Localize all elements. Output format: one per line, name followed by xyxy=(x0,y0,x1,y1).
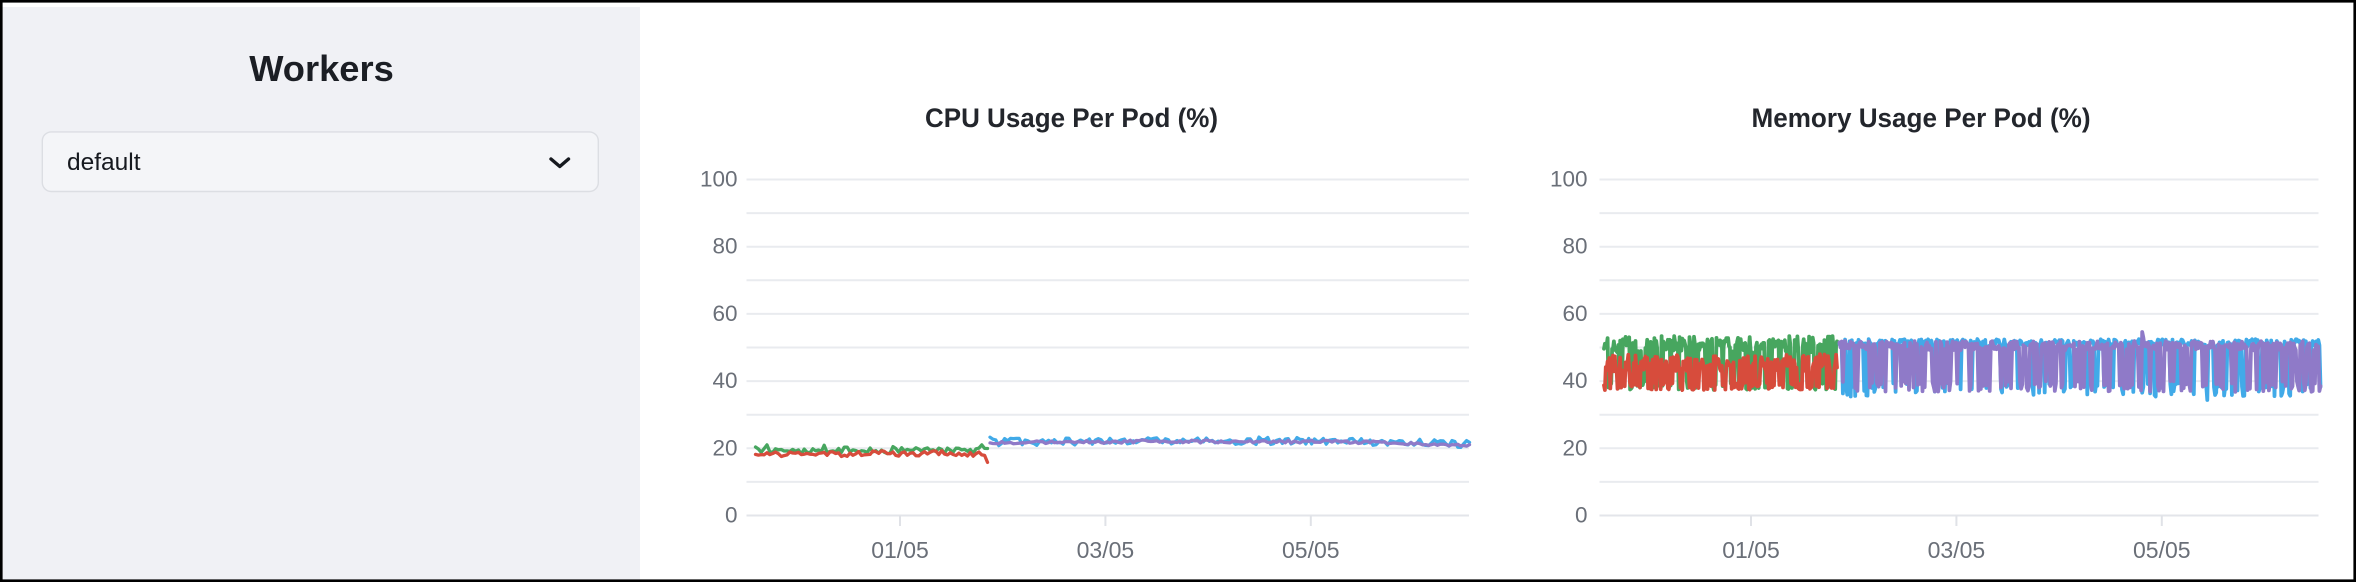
svg-text:default: default xyxy=(67,149,141,176)
svg-text:40: 40 xyxy=(1562,368,1587,393)
svg-text:03/05: 03/05 xyxy=(1077,537,1135,563)
svg-text:Memory Usage Per Pod (%): Memory Usage Per Pod (%) xyxy=(1752,103,2091,133)
svg-text:60: 60 xyxy=(712,301,737,326)
svg-text:40: 40 xyxy=(712,368,737,393)
svg-text:Workers: Workers xyxy=(249,48,394,89)
svg-text:05/05: 05/05 xyxy=(2133,537,2191,563)
svg-text:80: 80 xyxy=(1562,234,1587,259)
svg-text:0: 0 xyxy=(725,503,738,528)
svg-text:100: 100 xyxy=(700,167,738,192)
svg-text:0: 0 xyxy=(1575,503,1588,528)
svg-text:01/05: 01/05 xyxy=(1722,537,1780,563)
svg-text:CPU Usage Per Pod (%): CPU Usage Per Pod (%) xyxy=(925,103,1218,133)
svg-text:20: 20 xyxy=(1562,435,1587,460)
svg-text:20: 20 xyxy=(712,435,737,460)
svg-text:03/05: 03/05 xyxy=(1928,537,1986,563)
svg-text:100: 100 xyxy=(1550,167,1588,192)
svg-text:80: 80 xyxy=(712,234,737,259)
svg-text:01/05: 01/05 xyxy=(871,537,929,563)
svg-text:05/05: 05/05 xyxy=(1282,537,1340,563)
svg-text:60: 60 xyxy=(1562,301,1587,326)
